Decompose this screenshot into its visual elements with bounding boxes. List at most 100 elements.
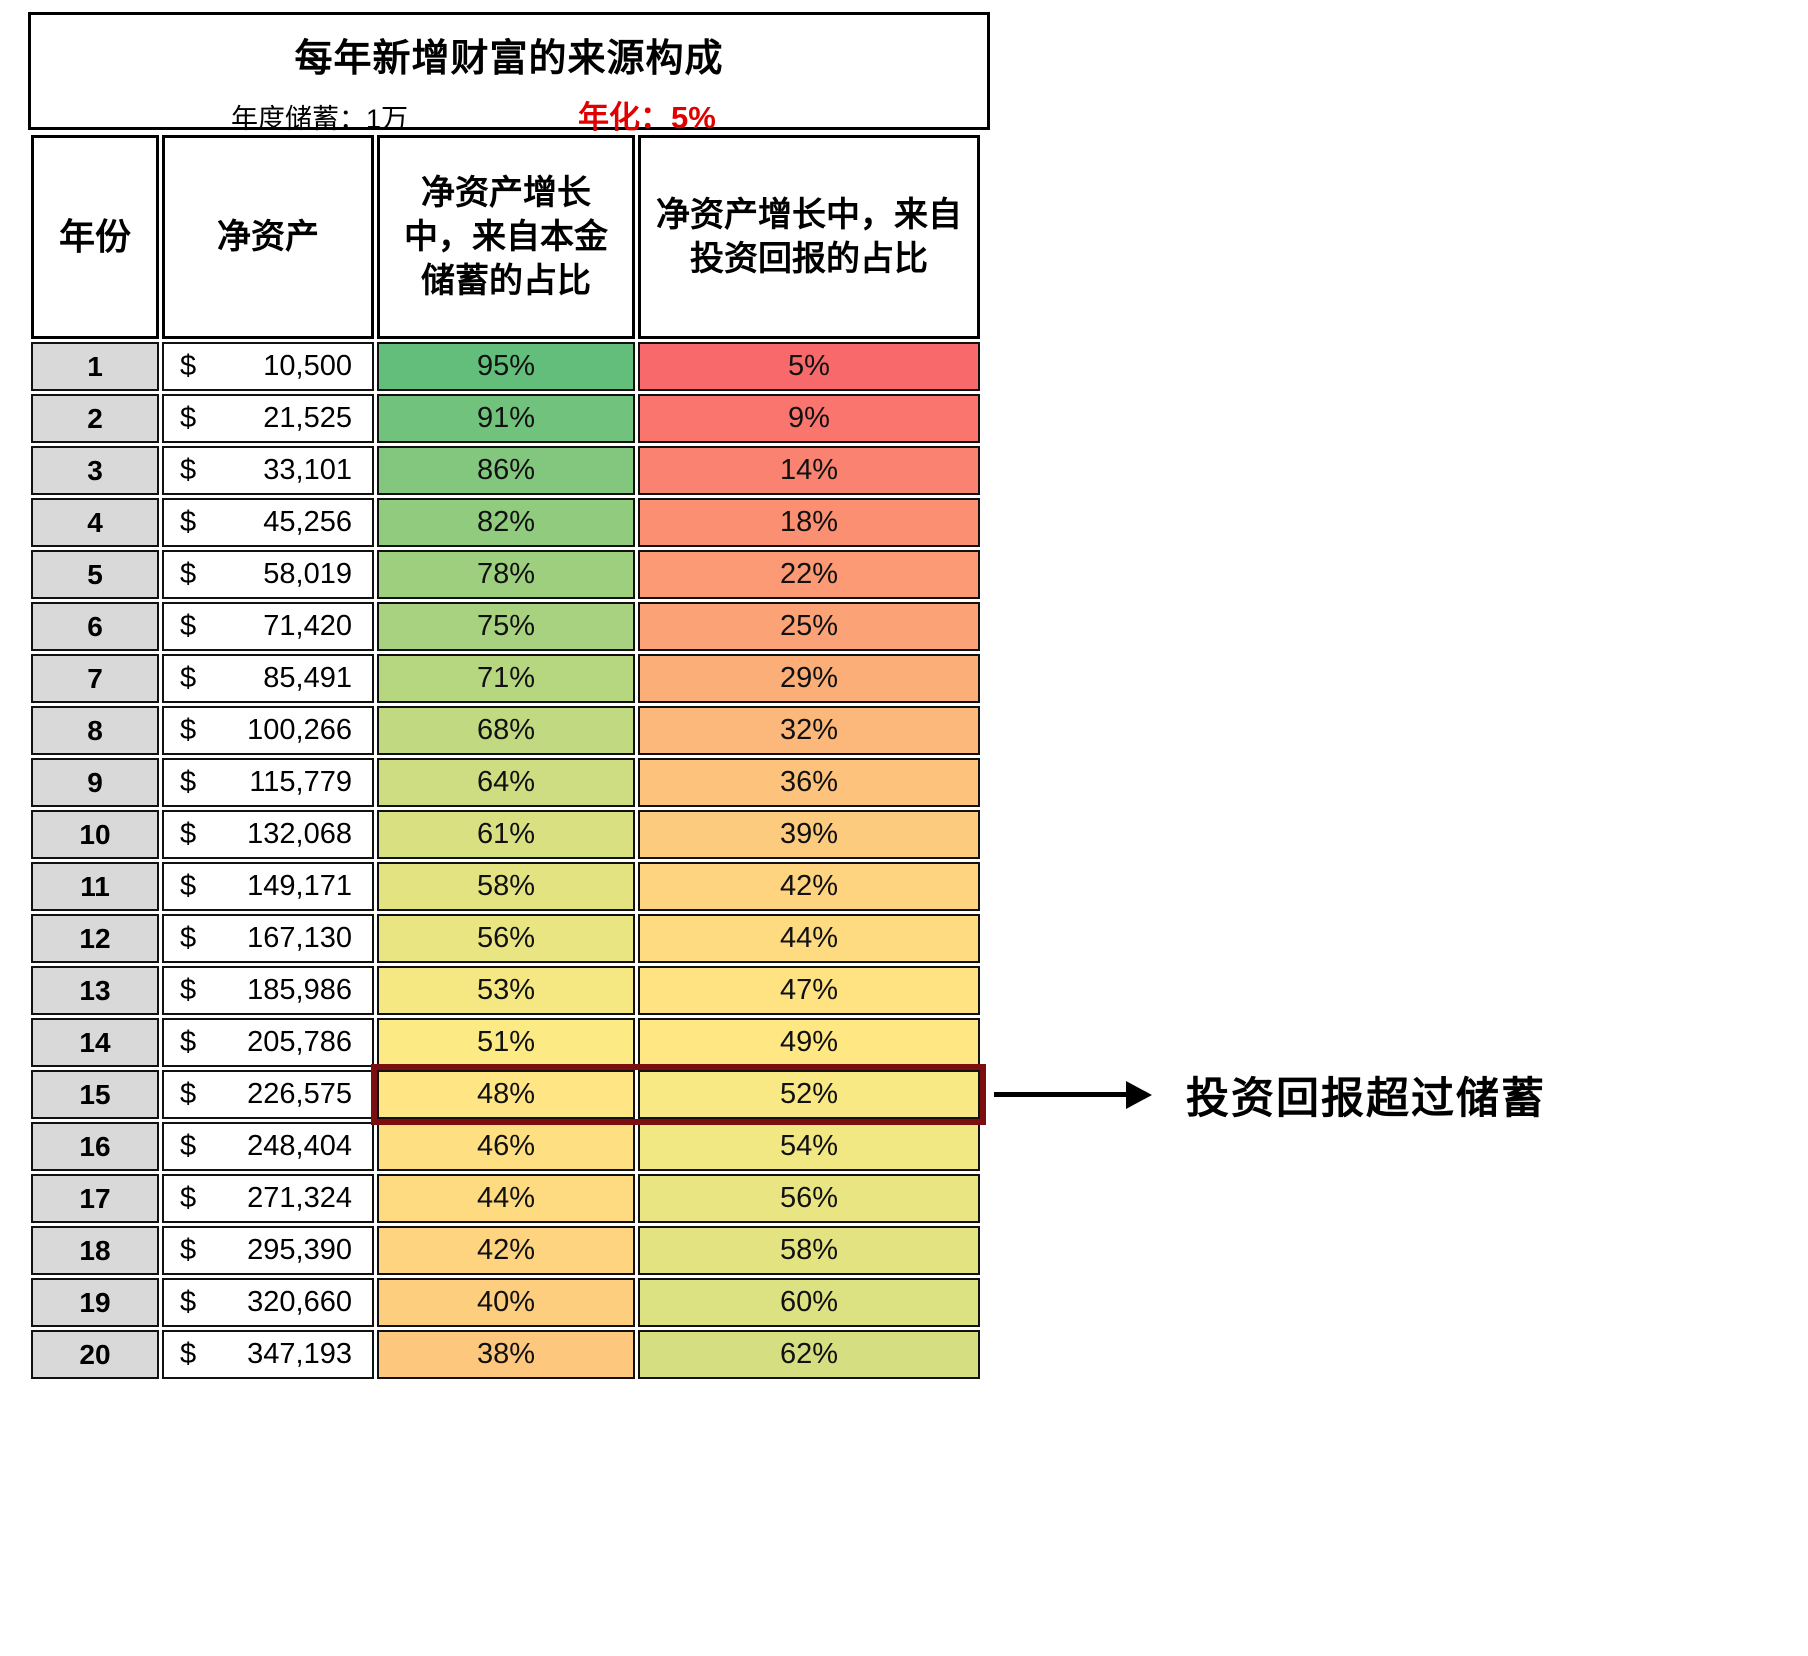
networth-value: 205,786	[247, 1026, 352, 1058]
return-share-cell: 5%	[638, 342, 980, 391]
networth-cell: $226,575	[162, 1070, 374, 1119]
savings-share-cell: 56%	[377, 914, 635, 963]
return-share-cell: 42%	[638, 862, 980, 911]
savings-share-cell: 75%	[377, 602, 635, 651]
year-cell: 2	[31, 394, 159, 443]
currency-symbol: $	[180, 402, 197, 434]
savings-share-cell: 61%	[377, 810, 635, 859]
networth-inner: $185,986	[180, 974, 352, 1007]
savings-share-cell: 48%	[377, 1070, 635, 1119]
table-row: 5 $58,019 78% 22%	[31, 550, 980, 599]
networth-cell: $33,101	[162, 446, 374, 495]
return-share-cell: 29%	[638, 654, 980, 703]
annotation-text: 投资回报超过储蓄	[1186, 1074, 1546, 1123]
wealth-table: 年份 净资产 净资产增长中，来自本金储蓄的占比 净资产增长中，来自投资回报的占比…	[28, 132, 983, 1382]
networth-cell: $115,779	[162, 758, 374, 807]
currency-symbol: $	[180, 1130, 197, 1162]
return-share-cell: 36%	[638, 758, 980, 807]
savings-share-cell: 86%	[377, 446, 635, 495]
year-cell: 11	[31, 862, 159, 911]
currency-symbol: $	[180, 1182, 197, 1214]
savings-share-cell: 71%	[377, 654, 635, 703]
networth-cell: $205,786	[162, 1018, 374, 1067]
networth-inner: $347,193	[180, 1338, 352, 1371]
currency-symbol: $	[180, 766, 197, 798]
savings-share-cell: 58%	[377, 862, 635, 911]
annotation: 投资回报超过储蓄	[994, 1064, 1546, 1126]
currency-symbol: $	[180, 1338, 197, 1370]
currency-symbol: $	[180, 974, 197, 1006]
table-row: 19 $320,660 40% 60%	[31, 1278, 980, 1327]
table-row: 4 $45,256 82% 18%	[31, 498, 980, 547]
year-cell: 1	[31, 342, 159, 391]
savings-share-cell: 82%	[377, 498, 635, 547]
networth-inner: $271,324	[180, 1182, 352, 1215]
currency-symbol: $	[180, 1078, 197, 1110]
currency-symbol: $	[180, 1286, 197, 1318]
table-row: 9 $115,779 64% 36%	[31, 758, 980, 807]
annual-savings-label: 年度储蓄：1万	[231, 104, 409, 134]
networth-value: 100,266	[247, 714, 352, 746]
currency-symbol: $	[180, 350, 197, 382]
return-share-cell: 47%	[638, 966, 980, 1015]
savings-share-cell: 42%	[377, 1226, 635, 1275]
networth-value: 45,256	[263, 506, 352, 538]
networth-inner: $248,404	[180, 1130, 352, 1163]
currency-symbol: $	[180, 818, 197, 850]
return-share-cell: 9%	[638, 394, 980, 443]
savings-share-cell: 46%	[377, 1122, 635, 1171]
networth-value: 167,130	[247, 922, 352, 954]
year-cell: 3	[31, 446, 159, 495]
table-row: 14 $205,786 51% 49%	[31, 1018, 980, 1067]
col-header-networth: 净资产	[162, 135, 374, 339]
header-row: 年份 净资产 净资产增长中，来自本金储蓄的占比 净资产增长中，来自投资回报的占比	[31, 135, 980, 339]
return-share-cell: 58%	[638, 1226, 980, 1275]
savings-share-cell: 78%	[377, 550, 635, 599]
table-row: 13 $185,986 53% 47%	[31, 966, 980, 1015]
table-row: 2 $21,525 91% 9%	[31, 394, 980, 443]
networth-cell: $100,266	[162, 706, 374, 755]
networth-cell: $85,491	[162, 654, 374, 703]
table-row: 7 $85,491 71% 29%	[31, 654, 980, 703]
table-row: 6 $71,420 75% 25%	[31, 602, 980, 651]
year-cell: 7	[31, 654, 159, 703]
networth-cell: $248,404	[162, 1122, 374, 1171]
networth-value: 149,171	[247, 870, 352, 902]
currency-symbol: $	[180, 870, 197, 902]
return-share-cell: 39%	[638, 810, 980, 859]
networth-inner: $226,575	[180, 1078, 352, 1111]
col-header-return-share: 净资产增长中，来自投资回报的占比	[638, 135, 980, 339]
savings-share-cell: 44%	[377, 1174, 635, 1223]
table-row: 17 $271,324 44% 56%	[31, 1174, 980, 1223]
networth-inner: $320,660	[180, 1286, 352, 1319]
networth-cell: $45,256	[162, 498, 374, 547]
return-share-cell: 44%	[638, 914, 980, 963]
networth-cell: $132,068	[162, 810, 374, 859]
table-row: 1 $10,500 95% 5%	[31, 342, 980, 391]
year-cell: 14	[31, 1018, 159, 1067]
networth-inner: $45,256	[180, 506, 352, 539]
networth-value: 85,491	[263, 662, 352, 694]
networth-value: 226,575	[247, 1078, 352, 1110]
networth-inner: $205,786	[180, 1026, 352, 1059]
savings-share-cell: 95%	[377, 342, 635, 391]
return-share-cell: 25%	[638, 602, 980, 651]
annual-rate-label: 年化：5%	[578, 100, 716, 135]
networth-inner: $71,420	[180, 610, 352, 643]
year-cell: 4	[31, 498, 159, 547]
networth-value: 58,019	[263, 558, 352, 590]
return-share-cell: 14%	[638, 446, 980, 495]
networth-cell: $10,500	[162, 342, 374, 391]
currency-symbol: $	[180, 662, 197, 694]
networth-cell: $185,986	[162, 966, 374, 1015]
table-row: 10 $132,068 61% 39%	[31, 810, 980, 859]
networth-inner: $10,500	[180, 350, 352, 383]
year-cell: 5	[31, 550, 159, 599]
year-cell: 17	[31, 1174, 159, 1223]
networth-inner: $115,779	[180, 766, 352, 799]
savings-share-cell: 53%	[377, 966, 635, 1015]
return-share-cell: 54%	[638, 1122, 980, 1171]
networth-inner: $58,019	[180, 558, 352, 591]
table-row: 18 $295,390 42% 58%	[31, 1226, 980, 1275]
